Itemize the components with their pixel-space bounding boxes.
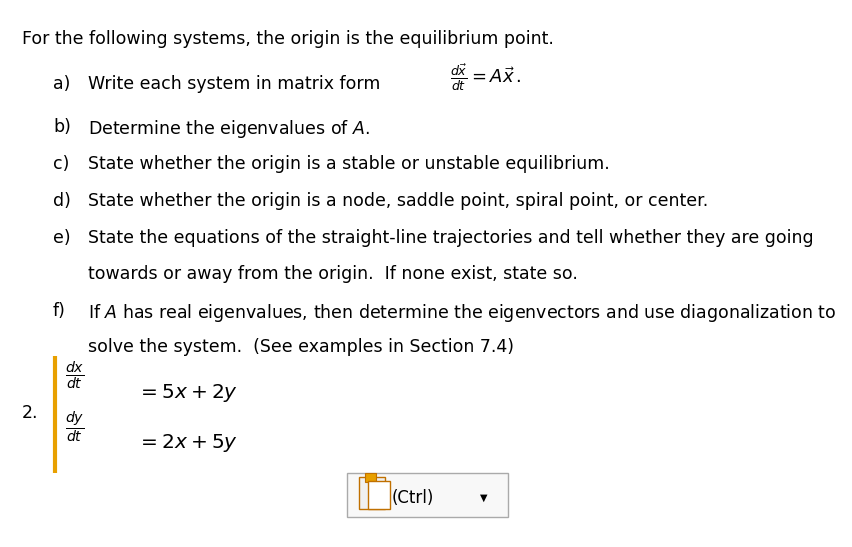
Text: e): e): [53, 229, 71, 247]
Text: Write each system in matrix form: Write each system in matrix form: [88, 75, 385, 93]
Text: State the equations of the straight-line trajectories and tell whether they are : State the equations of the straight-line…: [88, 229, 813, 247]
Text: a): a): [53, 75, 71, 93]
Text: $\frac{d\vec{x}}{dt} = A\vec{x}\,.$: $\frac{d\vec{x}}{dt} = A\vec{x}\,.$: [450, 62, 521, 93]
Text: 2.: 2.: [22, 404, 38, 422]
Text: State whether the origin is a stable or unstable equilibrium.: State whether the origin is a stable or …: [88, 155, 609, 173]
Text: towards or away from the origin.  If none exist, state so.: towards or away from the origin. If none…: [88, 265, 577, 283]
Text: b): b): [53, 118, 71, 136]
Text: $\frac{dy}{dt}$: $\frac{dy}{dt}$: [65, 410, 84, 445]
Text: c): c): [53, 155, 69, 173]
Text: For the following systems, the origin is the equilibrium point.: For the following systems, the origin is…: [22, 30, 553, 48]
Text: ▼: ▼: [479, 493, 486, 503]
Text: $\frac{dx}{dt}$: $\frac{dx}{dt}$: [65, 360, 84, 392]
FancyBboxPatch shape: [365, 473, 376, 481]
FancyBboxPatch shape: [367, 481, 389, 509]
FancyBboxPatch shape: [358, 477, 384, 509]
Text: (Ctrl): (Ctrl): [391, 489, 434, 507]
Text: State whether the origin is a node, saddle point, spiral point, or center.: State whether the origin is a node, sadd…: [88, 192, 707, 210]
Text: f): f): [53, 302, 66, 320]
FancyBboxPatch shape: [346, 473, 507, 517]
Text: Determine the eigenvalues of $A$.: Determine the eigenvalues of $A$.: [88, 118, 370, 140]
Text: solve the system.  (See examples in Section 7.4): solve the system. (See examples in Secti…: [88, 338, 514, 356]
Text: $= 5x + 2y$: $= 5x + 2y$: [137, 382, 238, 404]
Text: If $A$ has real eigenvalues, then determine the eigenvectors and use diagonaliza: If $A$ has real eigenvalues, then determ…: [88, 302, 836, 324]
Text: d): d): [53, 192, 71, 210]
Text: $= 2x + 5y$: $= 2x + 5y$: [137, 432, 238, 454]
